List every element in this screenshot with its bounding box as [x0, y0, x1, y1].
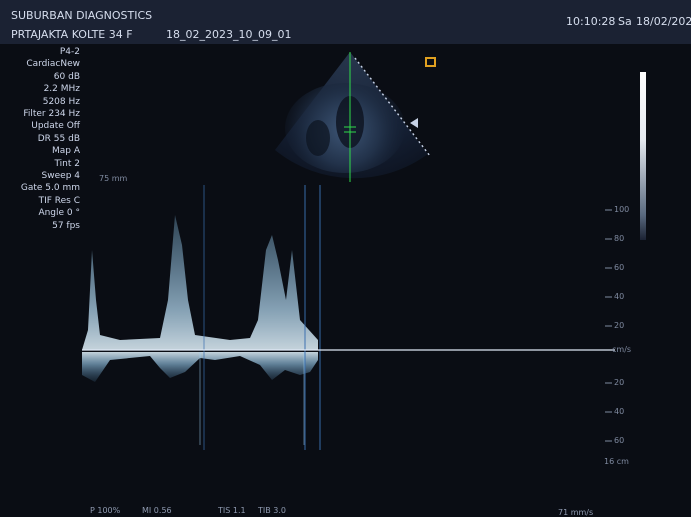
depth-label: 16 cm	[604, 457, 629, 466]
sector-edge-dotted	[354, 57, 431, 157]
mi-readout: MI 0.56	[142, 506, 172, 515]
param-prf: 5208 Hz	[42, 96, 80, 107]
param-filter: Filter 234 Hz	[23, 109, 80, 120]
param-dynamic-range: DR 55 dB	[37, 133, 80, 144]
clock-time: 10:10:28	[566, 15, 616, 28]
param-gate: Gate 5.0 mm	[20, 183, 80, 194]
doppler-spectrum-below-baseline	[82, 352, 318, 445]
scale-tick-neg-20: 20	[614, 378, 625, 387]
param-angle: Angle 0 °	[38, 208, 80, 219]
param-fps: 57 fps	[52, 220, 80, 231]
tis-readout: TIS 1.1	[218, 506, 246, 515]
scale-tick-40: 40	[614, 292, 625, 301]
sweep-speed-readout: 71 mm/s	[558, 508, 594, 517]
scale-tick-80: 80	[614, 234, 625, 243]
imaging-parameters: P4-2 CardiacNew 60 dB 2.2 MHz 5208 Hz Fi…	[0, 46, 80, 232]
heart-chamber	[285, 83, 405, 173]
param-preset: CardiacNew	[26, 59, 80, 70]
orientation-marker	[425, 57, 436, 67]
param-gain: 60 dB	[53, 71, 80, 82]
power-readout: P 100%	[90, 506, 121, 515]
param-tint: Tint 2	[54, 158, 80, 169]
focus-marker	[410, 118, 418, 128]
scale-tick-20: 20	[614, 321, 625, 330]
param-map: Map A	[51, 146, 80, 157]
image-depth-label: 75 mm	[99, 174, 128, 183]
scale-unit: cm/s	[612, 345, 632, 354]
param-frequency: 2.2 MHz	[43, 84, 80, 95]
header-bar: SUBURBAN DIAGNOSTICS PRTAJAKTA KOLTE 34 …	[0, 0, 691, 44]
tib-readout: TIB 3.0	[258, 506, 286, 515]
study-id: 18_02_2023_10_09_01	[166, 28, 292, 41]
param-update: Update Off	[31, 121, 80, 132]
scale-tick-100: 100	[614, 205, 630, 214]
scale-tick-neg-60: 60	[614, 436, 625, 445]
param-tif-res: TIF Res C	[38, 195, 80, 206]
grayscale-bar	[640, 72, 646, 240]
clock-date: 18/02/2023	[636, 15, 691, 28]
param-probe: P4-2	[59, 47, 80, 57]
clock-day: Sa	[618, 15, 632, 28]
patient-info: PRTAJAKTA KOLTE 34 F	[11, 28, 133, 41]
param-sweep: Sweep 4	[41, 171, 80, 182]
facility-name: SUBURBAN DIAGNOSTICS	[11, 9, 153, 22]
scale-tick-neg-40: 40	[614, 407, 625, 416]
sector-fan	[275, 52, 428, 179]
scale-tick-60: 60	[614, 263, 625, 272]
doppler-spectrum-above-baseline	[82, 215, 318, 350]
velocity-scale-ticks	[605, 209, 612, 442]
